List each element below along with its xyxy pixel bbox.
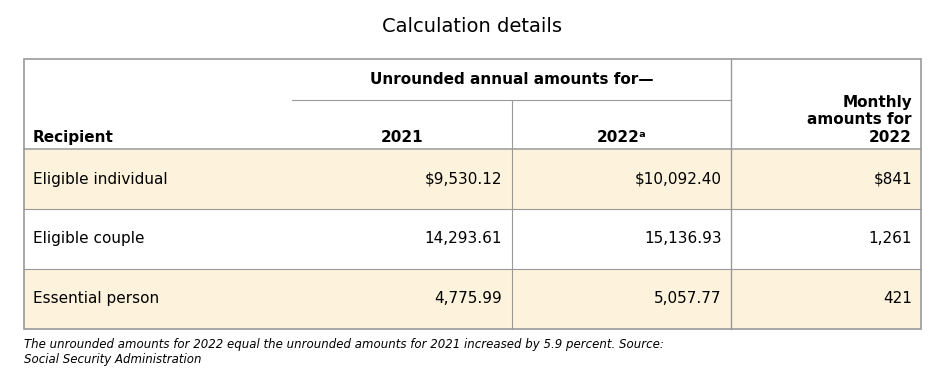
Text: 15,136.93: 15,136.93 xyxy=(643,231,721,247)
Text: Eligible individual: Eligible individual xyxy=(33,172,167,187)
Text: $841: $841 xyxy=(872,172,911,187)
Text: Calculation details: Calculation details xyxy=(382,17,562,36)
Text: 4,775.99: 4,775.99 xyxy=(434,291,501,306)
Text: The unrounded amounts for 2022 equal the unrounded amounts for 2021 increased by: The unrounded amounts for 2022 equal the… xyxy=(24,338,663,366)
Text: 2022ᵃ: 2022ᵃ xyxy=(596,130,646,145)
Text: $10,092.40: $10,092.40 xyxy=(634,172,721,187)
Text: Eligible couple: Eligible couple xyxy=(33,231,144,247)
Text: Recipient: Recipient xyxy=(33,130,114,145)
Text: Monthly
amounts for
2022: Monthly amounts for 2022 xyxy=(806,95,911,145)
Text: 5,057.77: 5,057.77 xyxy=(653,291,721,306)
Text: 2021: 2021 xyxy=(380,130,423,145)
Text: 1,261: 1,261 xyxy=(868,231,911,247)
Text: Unrounded annual amounts for—: Unrounded annual amounts for— xyxy=(369,72,652,87)
Text: 421: 421 xyxy=(882,291,911,306)
Text: $9,530.12: $9,530.12 xyxy=(424,172,501,187)
Text: Essential person: Essential person xyxy=(33,291,159,306)
Text: 14,293.61: 14,293.61 xyxy=(424,231,501,247)
